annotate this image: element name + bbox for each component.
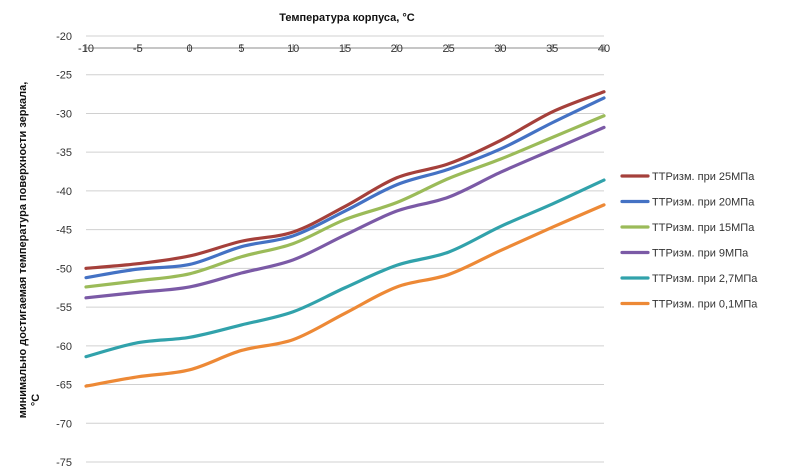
x-tick-label: 30 <box>494 43 506 55</box>
y-tick-label: -50 <box>56 263 72 275</box>
legend-entry: ТТРизм. при 2,7МПа <box>652 273 758 285</box>
y-tick-label: -75 <box>56 457 72 469</box>
x-tick-label: 15 <box>339 43 351 55</box>
series-line-5 <box>84 178 606 359</box>
y-tick-label: -65 <box>56 380 72 392</box>
legend-entry: ТТРизм. при 25МПа <box>652 171 755 183</box>
x-axis-title: Температура корпуса, °С <box>279 12 415 24</box>
axis-layer: -20-25-30-35-40-45-50-55-60-65-70-75-10-… <box>56 31 610 469</box>
y-tick-label: -70 <box>56 418 72 430</box>
y-tick-label: -20 <box>56 31 72 43</box>
x-tick-label: 40 <box>598 43 610 55</box>
x-tick-label: 20 <box>391 43 403 55</box>
x-tick-label: 5 <box>238 43 244 55</box>
series-layer <box>84 90 606 388</box>
series-line-3 <box>84 114 606 289</box>
series-line-4 <box>84 125 606 300</box>
grid-layer <box>86 35 604 463</box>
y-tick-label: -40 <box>56 186 72 198</box>
x-tick-label: -10 <box>78 43 94 55</box>
legend-entry: ТТРизм. при 9МПа <box>652 248 749 260</box>
y-tick-label: -45 <box>56 225 72 237</box>
legend-entry: ТТРизм. при 0,1МПа <box>652 299 758 311</box>
y-tick-label: -25 <box>56 70 72 82</box>
legend-entry: ТТРизм. при 15МПа <box>652 222 755 234</box>
x-tick-label: 10 <box>287 43 299 55</box>
legend: ТТРизм. при 25МПа ТТРизм. при 20МПа ТТРизм… <box>620 171 758 311</box>
x-tick-label: 25 <box>442 43 454 55</box>
y-tick-label: -55 <box>56 302 72 314</box>
series-line-6 <box>84 203 606 388</box>
y-tick-label: -60 <box>56 341 72 353</box>
y-axis-title: минимально достигаемая температура повер… <box>17 82 42 419</box>
x-tick-label: -5 <box>133 43 143 55</box>
series-line-1 <box>84 90 606 270</box>
series-line-2 <box>84 96 606 280</box>
x-tick-label: 35 <box>546 43 558 55</box>
y-tick-label: -30 <box>56 108 72 120</box>
y-tick-label: -35 <box>56 147 72 159</box>
x-tick-label: 0 <box>187 43 193 55</box>
legend-entry: ТТРизм. при 20МПа <box>652 197 755 209</box>
